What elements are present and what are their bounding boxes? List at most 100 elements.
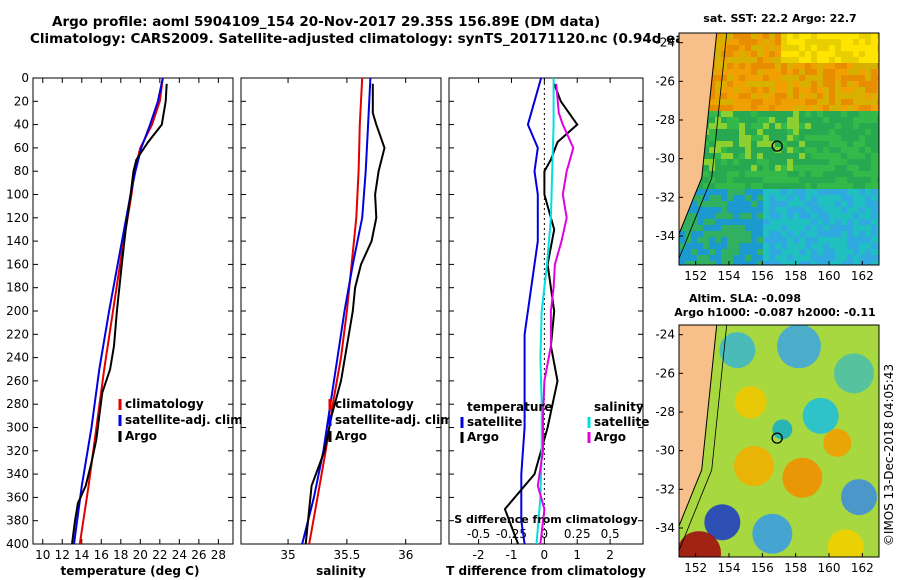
sst-cell [817, 129, 823, 135]
sst-cell [841, 219, 847, 225]
sst-cell [739, 195, 745, 201]
sst-cell [865, 117, 871, 123]
sst-cell [769, 93, 775, 99]
sst-cell [853, 111, 859, 117]
sst-cell [739, 165, 745, 171]
sst-cell [733, 243, 739, 249]
sst-cell [751, 93, 757, 99]
sst-cell [871, 153, 877, 159]
sst-cell [727, 243, 733, 249]
sst-cell [739, 45, 745, 51]
sst-cell [841, 159, 847, 165]
sst-cell [799, 123, 805, 129]
sst-cell [763, 39, 769, 45]
sst-cell [841, 81, 847, 87]
sst-cell [757, 57, 763, 63]
sst-cell [877, 87, 879, 93]
sst-cell [817, 189, 823, 195]
sst-cell [739, 249, 745, 255]
title-line1: Argo profile: aoml 5904109_154 20-Nov-20… [52, 14, 600, 30]
sst-cell [727, 261, 733, 265]
sst-cell [775, 189, 781, 195]
sst-cell [769, 129, 775, 135]
x-tick-label: 35.5 [334, 548, 361, 562]
sst-cell [865, 183, 871, 189]
sst-cell [853, 147, 859, 153]
sst-cell [781, 105, 787, 111]
sst-cell [859, 225, 865, 231]
sst-cell [877, 261, 879, 265]
sst-cell [811, 243, 817, 249]
sst-cell [757, 33, 763, 39]
sst-cell [775, 213, 781, 219]
map-x-tick-label: 160 [818, 269, 841, 283]
sst-cell [733, 99, 739, 105]
sst-cell [715, 171, 721, 177]
sst-cell [751, 183, 757, 189]
sst-cell [835, 63, 841, 69]
argo-location-marker [771, 432, 783, 444]
sst-cell [811, 81, 817, 87]
sst-cell [811, 69, 817, 75]
sst-cell [871, 159, 877, 165]
sst-cell [733, 225, 739, 231]
sst-cell [799, 39, 805, 45]
y-tick-label: 260 [6, 374, 29, 388]
map-y-tick-label: -30 [655, 444, 675, 458]
sst-cell [775, 231, 781, 237]
sst-cell [841, 135, 847, 141]
sst-cell [745, 69, 751, 75]
sst-cell [745, 45, 751, 51]
sst-cell [835, 45, 841, 51]
sst-cell [871, 105, 877, 111]
sst-cell [865, 189, 871, 195]
sst-cell [871, 213, 877, 219]
sst-cell [811, 63, 817, 69]
sst-cell [793, 45, 799, 51]
sst-cell [715, 153, 721, 159]
sst-cell [709, 123, 715, 129]
sst-cell [811, 213, 817, 219]
sst-cell [733, 159, 739, 165]
sst-cell [787, 45, 793, 51]
sst-cell [817, 231, 823, 237]
sst-map: 152 154 156 158 160 162 -24 -26 -28 -30 -32 -34 [655, 32, 880, 283]
sst-cell [757, 243, 763, 249]
sst-cell [847, 231, 853, 237]
sst-cell [751, 69, 757, 75]
sst-cell [787, 249, 793, 255]
sst-cell [757, 225, 763, 231]
sst-cell [847, 123, 853, 129]
sst-cell [727, 69, 733, 75]
sst-cell [733, 153, 739, 159]
sst-cell [733, 63, 739, 69]
sst-cell [847, 165, 853, 171]
land-mass [679, 33, 718, 265]
sst-cell [685, 243, 691, 249]
y-tick-label: 20 [14, 94, 29, 108]
sst-cell [823, 231, 829, 237]
sst-cell [865, 51, 871, 57]
map-x-tick-label: 158 [784, 269, 807, 283]
sst-cell [859, 183, 865, 189]
sst-cell [721, 147, 727, 153]
sst-cell [799, 225, 805, 231]
sla-feature [802, 397, 839, 434]
sst-cell [733, 69, 739, 75]
sst-cell [691, 213, 697, 219]
sst-cell [709, 129, 715, 135]
sst-cell [871, 219, 877, 225]
sst-cell [727, 237, 733, 243]
sst-cell [811, 201, 817, 207]
sst-cell [709, 243, 715, 249]
sst-cell [757, 165, 763, 171]
sst-cell [763, 45, 769, 51]
sst-cell [703, 261, 709, 265]
sst-cell [757, 183, 763, 189]
bathymetry-contour [679, 325, 728, 552]
sst-cell [805, 39, 811, 45]
sst-cell [829, 69, 835, 75]
sst-cell [829, 57, 835, 63]
sst-cell [721, 63, 727, 69]
sst-cell [763, 183, 769, 189]
